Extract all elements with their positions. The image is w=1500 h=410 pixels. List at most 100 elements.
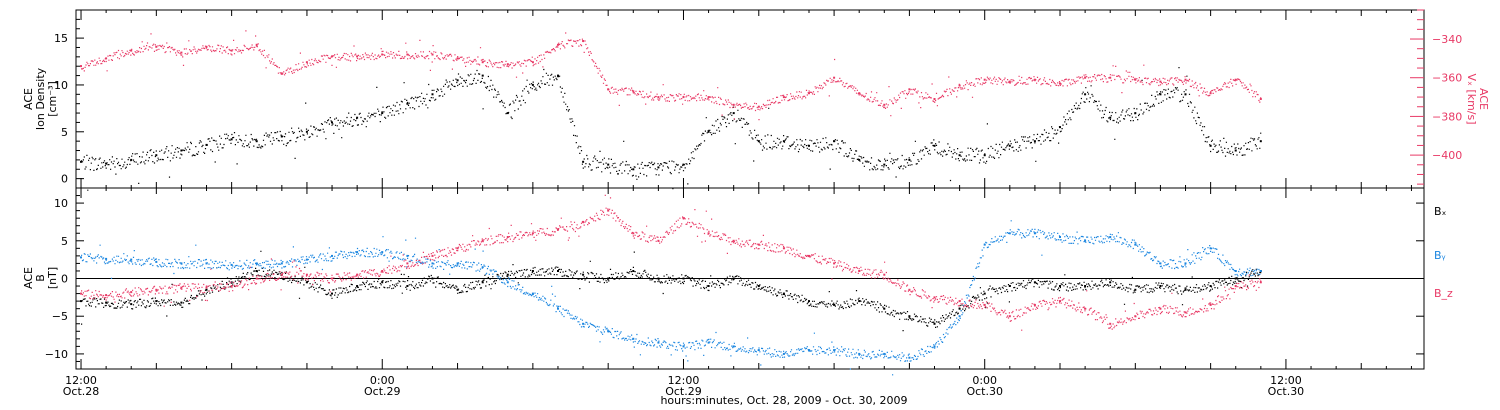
field-series-3-point: [80, 292, 82, 295]
ion-density-series-point: [908, 158, 911, 161]
solar-wind-vx-series-point: [331, 55, 333, 58]
x-tick-date-label: Oct.30: [966, 385, 1003, 398]
x-tick-time-label: 0:00: [370, 374, 395, 387]
top-left-ylabel-line: ACE: [22, 88, 35, 110]
field-series-1-point: [1234, 277, 1237, 280]
ion-density-series-point: [782, 140, 785, 143]
field-series-1-point: [557, 270, 559, 272]
ion-density-series-point: [280, 135, 283, 138]
x-tick-time-label: 12:00: [668, 374, 700, 387]
solar-wind-vx-series-point: [155, 45, 158, 48]
field-series-2-point: [858, 352, 861, 355]
ion-density-series-point: [707, 130, 710, 133]
field-series-3-point: [1059, 300, 1061, 303]
field-series-3-dense: [81, 194, 1262, 331]
ion-density-series-dense: [81, 67, 1262, 191]
legend-label: B_z: [1434, 287, 1453, 300]
solar-wind-vx-series-point: [1134, 78, 1137, 81]
ion-density-series-point: [105, 162, 108, 165]
field-series-3-point: [933, 296, 936, 299]
field-series-2-point: [1184, 262, 1187, 265]
ion-density-series-point: [531, 83, 534, 86]
solar-wind-vx-series-point: [1259, 98, 1262, 100]
x-tick-time-label: 12:00: [65, 374, 97, 387]
x-tick-date-label: Oct.29: [665, 385, 702, 398]
field-series-1-point: [1084, 285, 1087, 287]
field-series-3-point: [983, 303, 986, 306]
field-series-2-point: [456, 262, 459, 265]
solar-wind-vx-series-point: [707, 96, 710, 99]
top-left-tick-label: 5: [61, 126, 68, 139]
field-series-1-point: [481, 281, 484, 284]
field-series-3-point: [883, 273, 886, 276]
top-right-tick-label: −360: [1432, 72, 1462, 85]
field-series-1-point: [331, 292, 333, 295]
field-series-2-point: [230, 263, 233, 266]
field-series-1-point: [757, 285, 760, 287]
legend-label: Bᵧ: [1434, 249, 1446, 262]
field-series-2-point: [180, 262, 183, 265]
solar-wind-vx-series-point: [833, 76, 836, 79]
solar-wind-vx-series-point: [456, 57, 459, 60]
field-series-2-point: [1109, 236, 1112, 238]
field-series-2-point: [305, 258, 308, 261]
ion-density-series-point: [657, 166, 660, 169]
ion-density-series-point: [1259, 140, 1262, 143]
x-tick-time-label: 0:00: [972, 374, 997, 387]
solar-wind-vx-series-point: [280, 72, 283, 75]
field-series-2-point: [130, 258, 133, 261]
solar-wind-vx-series-point: [757, 105, 760, 108]
solar-wind-vx-series-point: [632, 90, 635, 93]
solar-wind-vx-series-point: [481, 61, 484, 64]
bottom-ylabel: ACEB[nT]: [22, 267, 59, 289]
field-series-3-point: [456, 247, 459, 250]
field-series-2-point: [406, 254, 409, 257]
ion-density-series-point: [356, 116, 359, 119]
field-series-1-point: [180, 301, 183, 304]
field-series-1: [80, 250, 1262, 332]
ion-density-series-point: [1109, 116, 1112, 119]
field-series-2-point: [481, 266, 484, 269]
field-series-2-point: [331, 254, 333, 257]
field-series-2-point: [80, 256, 82, 259]
field-series-3-point: [130, 291, 133, 294]
field-series-1-point: [858, 300, 861, 303]
field-series-1-point: [782, 292, 785, 295]
ion-density-series-point: [331, 121, 333, 124]
field-series-2-point: [933, 345, 936, 348]
bottom-y-tick-label: 10: [54, 197, 68, 210]
field-series-3-point: [331, 277, 333, 280]
top-left-ylabel-line: Ion Density: [34, 67, 47, 130]
field-series-3-point: [1033, 303, 1036, 306]
field-series-1-point: [155, 300, 158, 303]
top-left-tick-label: 10: [54, 79, 68, 92]
field-series-2-point: [431, 262, 434, 265]
field-series-1-point: [205, 288, 208, 291]
field-series-1-point: [130, 303, 133, 306]
solar-wind-vx-series-point: [933, 98, 936, 100]
bottom-ylabel-line: B: [34, 274, 47, 282]
ion-density-series-point: [230, 138, 233, 141]
ion-density-series-point: [933, 144, 936, 147]
ion-density-series-point: [305, 130, 308, 133]
field-series-2-point: [657, 341, 660, 344]
field-series-3-point: [180, 286, 183, 289]
x-axis-title: hours:minutes, Oct. 28, 2009 - Oct. 30, …: [660, 394, 907, 407]
ion-density-series-point: [1008, 144, 1011, 147]
solar-wind-vx-series-point: [1209, 92, 1212, 95]
solar-wind-vx-series-point: [808, 92, 810, 95]
x-axis: 12:00Oct.280:00Oct.2912:00Oct.290:00Oct.…: [63, 10, 1412, 398]
ion-density-series-point: [1159, 93, 1162, 96]
solar-wind-vx-series-point: [958, 84, 961, 87]
field-series-2-point: [356, 251, 359, 254]
bottom-y-tick-label: 5: [61, 235, 68, 248]
solar-wind-vx-series-point: [883, 103, 886, 106]
field-series-1-point: [983, 292, 986, 295]
field-series-3-point: [1234, 285, 1237, 287]
ion-density-series-point: [155, 154, 158, 157]
field-series-1-point: [607, 277, 610, 280]
field-series-3-point: [406, 262, 409, 265]
top-left-ylabel: ACEIon Density[cm⁻³]: [22, 67, 59, 130]
